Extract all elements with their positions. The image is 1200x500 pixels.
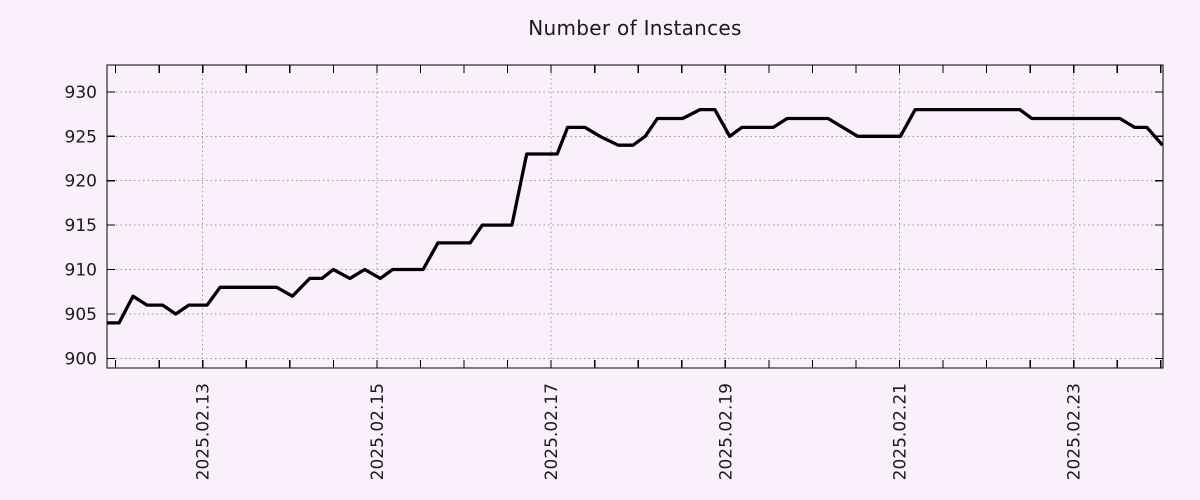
y-tick-label: 905 [65,305,97,325]
y-tick-label: 910 [65,261,97,281]
x-tick-label: 2025.02.21 [891,383,911,480]
y-tick-label: 925 [65,127,97,147]
y-tick-label: 920 [65,172,97,192]
y-tick-label: 915 [65,216,97,236]
x-tick-label: 2025.02.15 [368,383,388,480]
plot-border [106,64,1164,369]
x-tick-label: 2025.02.19 [716,383,736,480]
series-line-instances [106,107,1164,325]
chart-title: Number of Instances [528,16,742,40]
y-tick-label: 900 [65,349,97,369]
y-tick-label: 930 [65,83,97,103]
x-tick-label: 2025.02.23 [1065,383,1085,480]
x-tick-label: 2025.02.17 [542,383,562,480]
x-tick-label: 2025.02.13 [194,383,214,480]
